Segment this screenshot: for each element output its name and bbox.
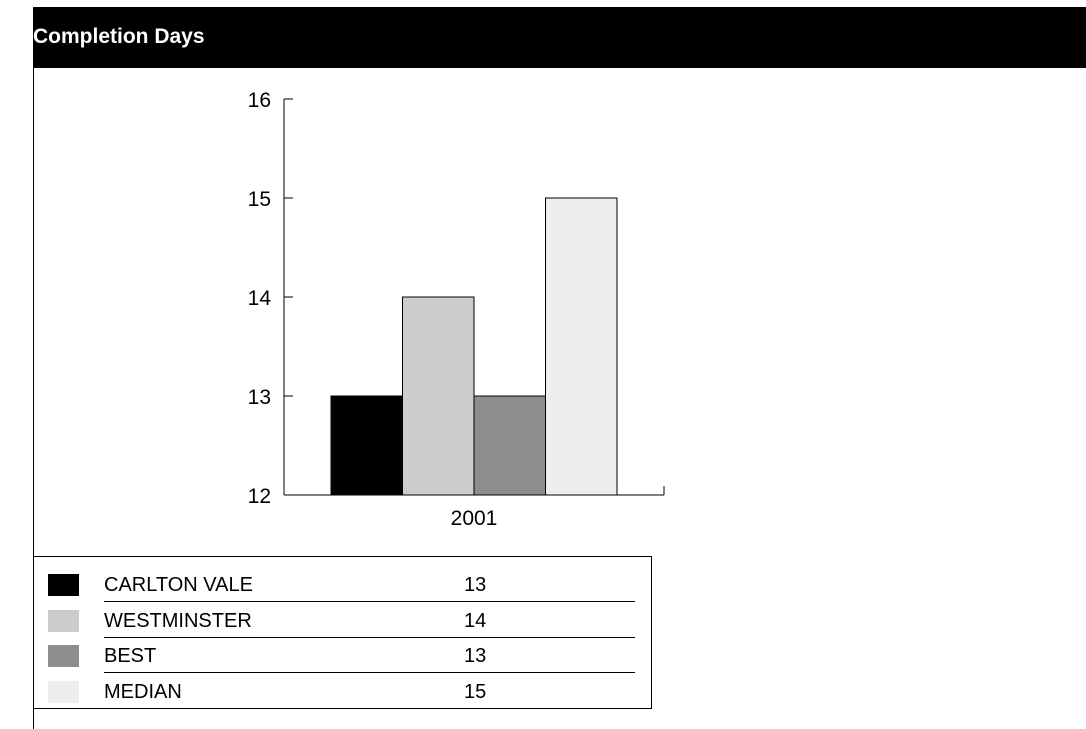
legend-name: WESTMINSTER — [104, 609, 252, 632]
bar-best — [473, 395, 546, 496]
legend-name: MEDIAN — [104, 680, 182, 703]
legend-value: 14 — [464, 609, 487, 632]
bar-carlton-vale — [330, 395, 403, 496]
x-axis-ticks: 2001 — [451, 507, 498, 530]
legend-name: CARLTON VALE — [104, 574, 253, 596]
y-axis-ticks: 12 13 14 15 16 — [248, 89, 293, 508]
y-tick-label: 14 — [248, 287, 272, 310]
legend-divider — [104, 672, 635, 673]
chart-header: Completion Days — [33, 7, 1086, 68]
legend-swatch — [48, 609, 79, 632]
chart-title: Completion Days — [33, 25, 205, 48]
legend-swatch — [48, 574, 79, 596]
legend-row: MEDIAN 15 — [34, 676, 651, 710]
legend-value: 15 — [464, 680, 487, 703]
legend-value: 13 — [464, 574, 487, 596]
bar-median — [545, 197, 618, 496]
legend-swatch — [48, 645, 79, 667]
legend-name: BEST — [104, 645, 157, 667]
legend-row: WESTMINSTER 14 — [34, 605, 651, 639]
legend-divider — [104, 636, 635, 638]
legend-divider — [104, 601, 635, 602]
legend-table: CARLTON VALE 13 WESTMINSTER 14 BEST 13 MEDIAN 1… — [33, 556, 652, 709]
y-tick-label: 12 — [248, 485, 271, 508]
bar-westminster — [402, 296, 475, 496]
legend-row: BEST 13 — [34, 640, 651, 674]
chart-frame — [33, 7, 1086, 729]
legend-swatch — [48, 680, 79, 703]
y-tick-label: 16 — [248, 89, 271, 112]
y-tick-label: 15 — [248, 188, 271, 211]
legend-row: CARLTON VALE 13 — [34, 569, 651, 603]
y-tick-label: 13 — [248, 386, 271, 409]
legend-value: 13 — [464, 645, 487, 667]
bars — [330, 197, 618, 496]
x-tick-label: 2001 — [451, 507, 498, 530]
